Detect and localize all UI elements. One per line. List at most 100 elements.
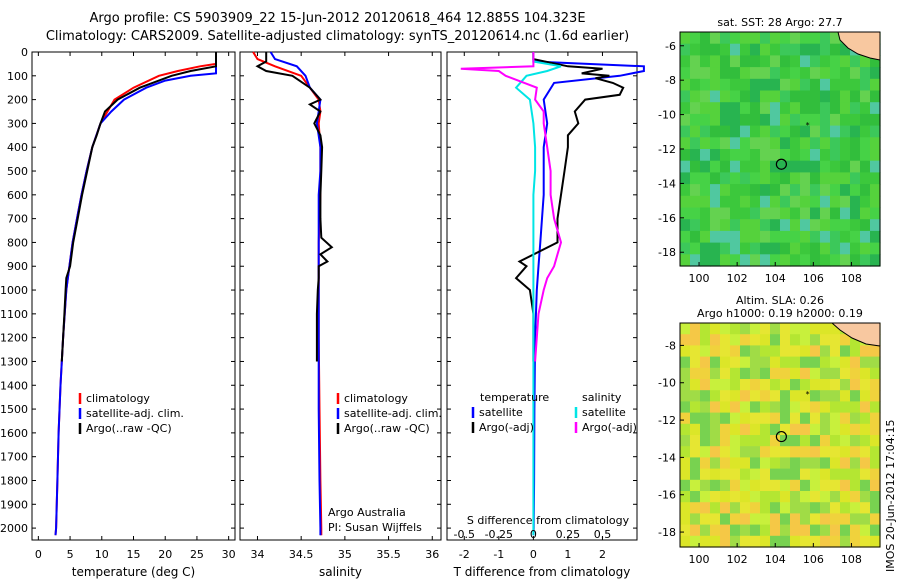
sla_map-cell	[870, 390, 881, 402]
sla_map-cell	[700, 502, 711, 514]
sla_map-cell	[850, 435, 861, 447]
sst_map-cell	[830, 195, 841, 209]
sst_map-cell	[840, 254, 851, 267]
sla_map-cell	[710, 524, 721, 537]
sst_map-cell	[740, 102, 751, 115]
sla_map-cell	[690, 468, 701, 481]
sla_map-cell	[850, 345, 861, 358]
sla_map-cell	[810, 446, 821, 458]
sla_map-cell	[730, 502, 741, 514]
sla_map-cell	[820, 502, 831, 514]
sla_map-cell	[690, 491, 701, 503]
sst_map-cell	[680, 67, 691, 80]
sla_map-cell	[690, 390, 701, 402]
sst_map-cell	[770, 207, 781, 220]
sst_map-ytick-label: -6	[665, 40, 676, 53]
sst_map-cell	[870, 102, 881, 115]
sst_map-cell	[760, 90, 771, 103]
sst_map-cell	[810, 207, 821, 220]
sla_map-cell	[820, 435, 831, 447]
sla_map-cell	[830, 513, 841, 526]
salinity-series-line	[252, 51, 323, 536]
temperature-series-line	[54, 52, 217, 536]
sst_map-cell	[820, 219, 831, 232]
sla_map-cell	[710, 513, 721, 526]
sla_map-xtick-label: 106	[803, 553, 824, 566]
sst_map-cell	[690, 137, 701, 150]
sla_map-cell	[720, 390, 731, 402]
depth-tick-label: 800	[7, 236, 28, 249]
sst_map-cell	[790, 125, 801, 138]
sst_map-cell	[790, 149, 801, 162]
sla_map-cell	[750, 356, 761, 369]
sst_map-cell	[710, 32, 721, 45]
sla_map-cell	[760, 412, 771, 425]
sla_map-cell	[690, 423, 701, 436]
sst_map-cell	[830, 242, 841, 255]
sst_map-cell	[720, 32, 731, 45]
sla_map-cell	[680, 367, 691, 380]
sst_map-cell	[840, 242, 851, 255]
sla_map-cell	[870, 356, 881, 369]
sst_map-cell	[690, 160, 701, 173]
sst_map-cell	[870, 149, 881, 162]
sst_map-cell	[770, 254, 781, 267]
sst_map-cell	[830, 207, 841, 220]
sst_map-cell	[780, 113, 791, 127]
sst_map-cell	[770, 160, 781, 173]
sst_map-cell	[700, 67, 711, 80]
sst_map-cell	[700, 172, 711, 185]
sst_map-cell	[790, 207, 801, 220]
sla_map-cell	[840, 412, 851, 425]
sla_map-cell	[850, 524, 861, 537]
sla_map-cell	[730, 423, 741, 436]
sst_map-cell	[780, 195, 791, 209]
sla_map-cell	[790, 345, 801, 358]
sst_map-cell	[700, 137, 711, 150]
sla_map-cell	[800, 345, 811, 358]
sla_map-cell	[730, 479, 741, 492]
sla_map-cell	[690, 513, 701, 526]
sst_map-cell	[680, 195, 691, 209]
sla_map-cell	[860, 446, 871, 458]
sla_map-cell	[860, 502, 871, 514]
sla_map-cell	[740, 390, 751, 402]
sla_map-cell	[730, 367, 741, 380]
sla_map-cell	[750, 513, 761, 526]
depth-tick-label: 600	[7, 189, 28, 202]
sst_map-cell	[790, 78, 801, 92]
sst_map-cell	[780, 172, 791, 185]
sla_map-cell	[770, 423, 781, 436]
sst_map-cell	[720, 149, 731, 162]
sla_map-cell	[710, 390, 721, 402]
sst_map-cell	[760, 67, 771, 80]
sla_map-cell	[810, 479, 821, 492]
sst_map-cell	[680, 32, 691, 45]
sla_map-cell	[740, 468, 751, 481]
sla_map-cell	[810, 502, 821, 514]
sst_map-cell	[820, 195, 831, 209]
sst_map-cell	[770, 102, 781, 115]
sst_map-cell	[740, 78, 751, 92]
sla_map-cell	[730, 345, 741, 358]
sla_map-cell	[830, 401, 841, 414]
sst_map-cell	[800, 195, 811, 209]
imos-timestamp: IMOS 20-Jun-2012 17:04:15	[884, 419, 897, 572]
sla_map-cell	[740, 367, 751, 380]
sla_map-cell	[720, 334, 731, 346]
sst_map-ytick-label: -12	[658, 143, 676, 156]
sla_map-cell	[870, 457, 881, 470]
sst_map-cell	[740, 207, 751, 220]
sst_map-cell	[840, 67, 851, 80]
sla_map-cell	[840, 423, 851, 436]
sst_map-cell	[720, 113, 731, 127]
sla_map-cell	[740, 479, 751, 492]
sst_map-cell	[700, 195, 711, 209]
sst_map-ytick-label: -8	[665, 74, 676, 87]
sla_map-cell	[860, 524, 871, 537]
sst_map-cell	[760, 207, 771, 220]
sst_map-cell	[700, 184, 711, 197]
salinity-annotation-line1: Argo Australia	[328, 506, 406, 519]
sst_map-cell	[780, 55, 791, 68]
